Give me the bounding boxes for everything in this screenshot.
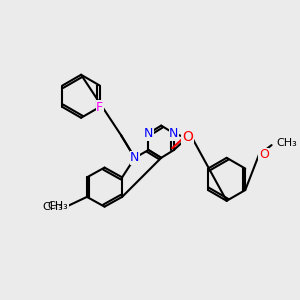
- Text: N: N: [130, 151, 140, 164]
- Text: N: N: [169, 127, 178, 140]
- Text: N: N: [144, 127, 153, 140]
- Text: CH₃: CH₃: [43, 202, 64, 212]
- Text: CH₃: CH₃: [277, 138, 297, 148]
- Text: O: O: [182, 130, 193, 144]
- Text: O: O: [259, 148, 269, 161]
- Text: CH₃: CH₃: [48, 201, 68, 211]
- Text: F: F: [96, 100, 103, 113]
